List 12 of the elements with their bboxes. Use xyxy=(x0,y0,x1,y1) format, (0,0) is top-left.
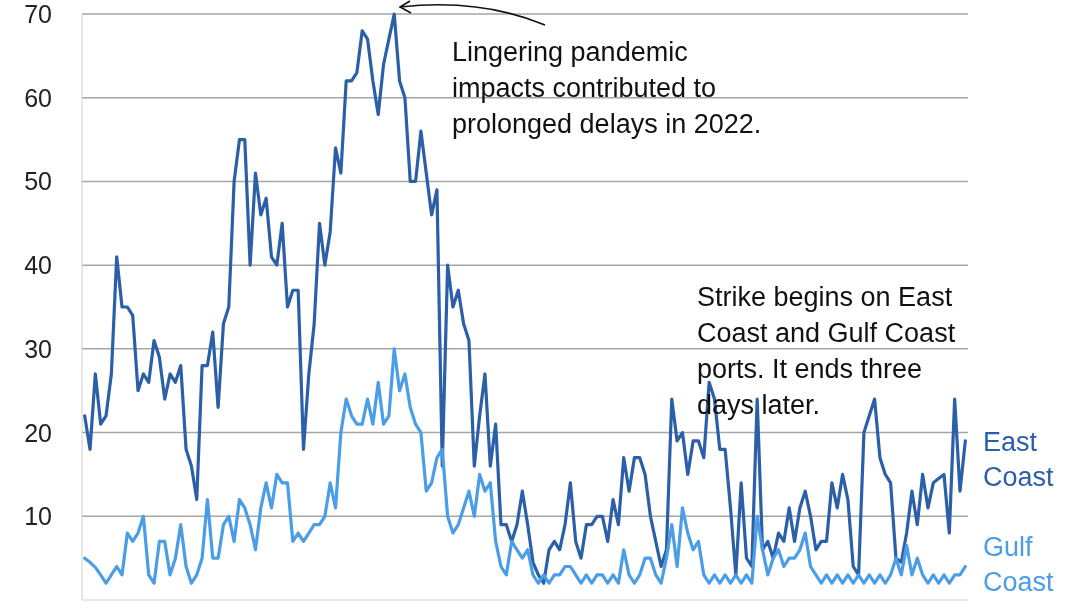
y-tick-label: 10 xyxy=(24,502,52,531)
y-tick-label: 20 xyxy=(24,418,52,447)
y-tick-label: 30 xyxy=(24,334,52,363)
annotation: Lingering pandemic impacts contributed to prolonged delays in 2022. xyxy=(452,37,762,139)
line-series xyxy=(83,347,967,585)
series-label: East Coast xyxy=(983,426,1055,492)
y-tick-label: 70 xyxy=(24,0,52,28)
line-series xyxy=(83,12,967,585)
series-label: Gulf Coast xyxy=(983,532,1055,597)
y-tick-label: 50 xyxy=(24,167,52,196)
y-tick-label: 60 xyxy=(24,83,52,112)
y-tick-label: 40 xyxy=(24,251,52,280)
